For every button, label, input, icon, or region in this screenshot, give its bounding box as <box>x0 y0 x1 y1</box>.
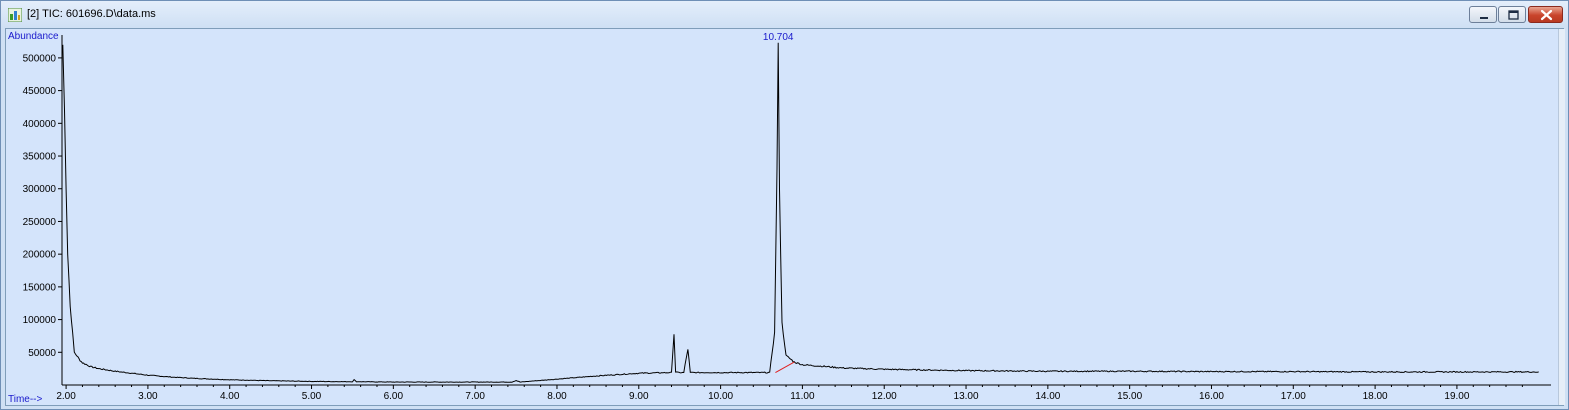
ticks-group: 2.00 3.00 4.00 5.00 6.00 7.00 8.00 9.00 10.00 11.… <box>23 53 1523 402</box>
maximize-button[interactable] <box>1498 6 1526 23</box>
y-tick-label-4: 250000 <box>23 217 57 228</box>
x-tick-label-5: 7.00 <box>465 391 485 402</box>
y-tick-label-1: 100000 <box>23 315 57 326</box>
minimize-button[interactable] <box>1469 6 1497 23</box>
y-tick-label-7: 400000 <box>23 119 57 130</box>
y-axis-title: Abundance <box>8 31 59 42</box>
x-axis-title: Time--> <box>8 394 43 405</box>
y-tick-label-2: 150000 <box>23 282 57 293</box>
x-tick-label-6: 8.00 <box>547 391 567 402</box>
x-tick-label-17: 19.00 <box>1444 391 1469 402</box>
tic-trace <box>62 42 1539 383</box>
title-bar[interactable]: [2] TIC: 601696.D\data.ms <box>1 1 1568 28</box>
x-tick-label-11: 13.00 <box>954 391 979 402</box>
x-tick-label-7: 9.00 <box>629 391 649 402</box>
restore-icon <box>1508 10 1519 20</box>
y-tick-label-5: 300000 <box>23 184 57 195</box>
y-tick-label-6: 350000 <box>23 152 57 163</box>
x-tick-label-4: 6.00 <box>384 391 404 402</box>
chromatogram-plot-area[interactable]: 2.00 3.00 4.00 5.00 6.00 7.00 8.00 9.00 10.00 11.… <box>5 28 1565 406</box>
window-title: [2] TIC: 601696.D\data.ms <box>27 8 156 20</box>
x-tick-label-16: 18.00 <box>1363 391 1388 402</box>
x-tick-label-3: 5.00 <box>302 391 322 402</box>
y-tick-label-0: 50000 <box>28 348 56 359</box>
x-tick-label-13: 15.00 <box>1117 391 1142 402</box>
chromatogram-app-icon <box>8 8 22 22</box>
x-tick-label-15: 17.00 <box>1281 391 1306 402</box>
tic-chromatogram[interactable]: 2.00 3.00 4.00 5.00 6.00 7.00 8.00 9.00 10.00 11.… <box>6 29 1563 405</box>
integration-baseline <box>775 361 795 374</box>
trace-group <box>62 42 1539 383</box>
x-tick-label-10: 12.00 <box>872 391 897 402</box>
x-tick-label-14: 16.00 <box>1199 391 1224 402</box>
x-tick-label-12: 14.00 <box>1035 391 1060 402</box>
x-tick-label-1: 3.00 <box>138 391 158 402</box>
peak-label: 10.704 <box>763 32 794 43</box>
x-tick-label-0: 2.00 <box>56 391 76 402</box>
close-icon <box>1540 9 1553 21</box>
x-tick-label-9: 11.00 <box>790 391 815 402</box>
x-tick-label-2: 4.00 <box>220 391 240 402</box>
close-button[interactable] <box>1528 6 1563 23</box>
x-tick-label-8: 10.00 <box>708 391 733 402</box>
y-tick-label-3: 200000 <box>23 250 57 261</box>
plot-right-edge <box>1558 29 1565 405</box>
minimize-icon <box>1480 17 1488 19</box>
y-tick-label-9: 500000 <box>23 53 57 64</box>
axes-group <box>61 35 1551 386</box>
y-tick-label-8: 450000 <box>23 86 57 97</box>
